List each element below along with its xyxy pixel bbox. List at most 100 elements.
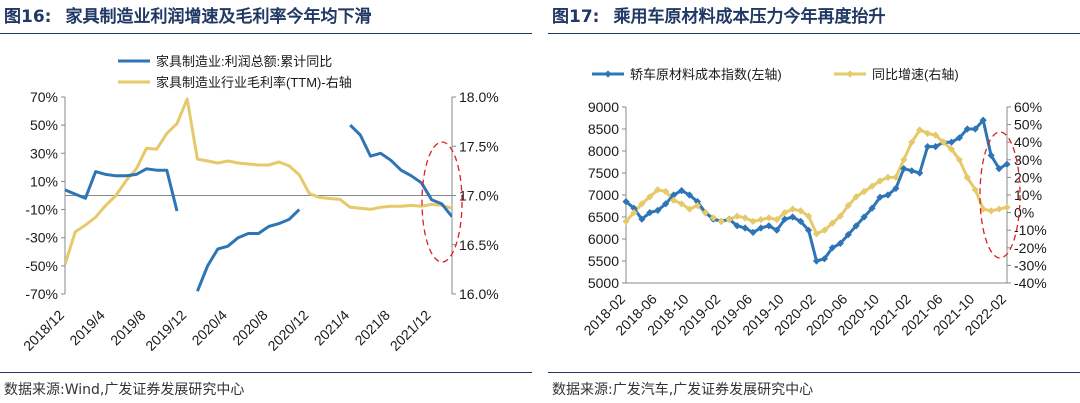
series-1-point <box>773 226 781 234</box>
y-right-tick-label: 16.5% <box>459 237 499 253</box>
series-2-point <box>820 226 829 234</box>
y-right-tick-label: 50% <box>1014 117 1042 133</box>
series-line-left-2 <box>65 97 452 265</box>
y-right-tick-label: 18.0% <box>459 89 499 105</box>
series-2-point <box>717 217 725 225</box>
legend-label-2: 家具制造业行业毛利率(TTM)-右轴 <box>156 75 352 90</box>
legend-label-1: 轿车原材料成本指数(左轴) <box>630 67 782 82</box>
series-1-point <box>630 204 638 212</box>
series-2-point <box>781 209 789 217</box>
series-2-point <box>654 186 662 194</box>
series-2-point <box>931 131 940 139</box>
series-2-point <box>662 187 670 196</box>
highlight-ellipse <box>421 141 463 263</box>
series-2-point <box>630 209 638 217</box>
series-1-point <box>646 209 654 217</box>
y-left-tick-label: 70% <box>30 89 58 105</box>
series-2-point <box>797 207 805 215</box>
y-left-tick-label: -70% <box>25 286 58 302</box>
series-2-point <box>900 156 908 164</box>
series-1-point <box>900 165 908 173</box>
legend-marker-2 <box>846 70 854 78</box>
series-1-point <box>741 224 749 232</box>
series-2-point <box>709 214 717 222</box>
series-2-point <box>757 216 765 224</box>
series-1-point <box>685 191 694 199</box>
series-2-point <box>733 212 741 220</box>
x-tick-label: 2018/12 <box>20 307 67 354</box>
series-2-point <box>812 230 821 238</box>
series-1-point <box>852 222 860 230</box>
highlight-ellipse <box>979 131 1021 259</box>
y-left-tick-label: 7000 <box>588 187 619 203</box>
series-2-point <box>804 212 813 220</box>
series-2-point <box>1003 203 1011 211</box>
y-left-tick-label: 5000 <box>588 275 619 291</box>
series-1-point <box>955 134 963 142</box>
series-1-point <box>812 257 821 265</box>
left-bottom-rule <box>0 372 532 373</box>
series-1-point <box>677 187 686 195</box>
series-2-point <box>844 201 852 210</box>
y-left-tick-label: -30% <box>25 230 58 246</box>
legend-label-1: 家具制造业:利润总额:累计同比 <box>156 54 332 69</box>
left-panel: 图16: 家具制造业利润增速及毛利率今年均下滑 70% 50% 30% 10% -10% -… <box>0 0 532 403</box>
series-2-point <box>868 182 876 190</box>
series-1-point <box>670 191 678 199</box>
series-1-point <box>916 169 924 177</box>
right-figure-number: 图17: <box>552 7 600 27</box>
left-chart-title: 图16: 家具制造业利润增速及毛利率今年均下滑 <box>4 2 371 27</box>
series-2-point <box>677 200 686 208</box>
y-right-tick-label: -40% <box>1014 275 1047 291</box>
series-1-point <box>828 244 836 252</box>
series-2-point <box>828 219 836 227</box>
y-left-tick-label: 5500 <box>588 253 619 269</box>
series-2-point <box>908 138 916 146</box>
series-1-point <box>749 228 757 236</box>
series-2-point <box>765 214 773 222</box>
y-left-tick-label: -10% <box>25 202 58 218</box>
y-right-tick-label: 20% <box>1014 169 1042 185</box>
series-1-point <box>892 184 900 192</box>
y-left-tick-label: 8000 <box>588 143 619 159</box>
series-2-point <box>876 177 884 185</box>
series-2-point <box>670 196 678 204</box>
y-left-tick-label: 8500 <box>588 121 619 137</box>
left-figure-number: 图16: <box>4 7 52 27</box>
series-1-point <box>820 255 829 263</box>
series-2-point <box>947 145 956 153</box>
right-panel: 图17: 乘用车原材料成本压力今年再度抬升 9000 8500 8000 7500 700… <box>548 0 1080 403</box>
series-1-point <box>868 204 876 212</box>
x-tick-label: 2020/4 <box>188 307 230 349</box>
x-tick-label: 2021/12 <box>387 307 434 354</box>
series-1-point <box>860 213 868 221</box>
x-tick-label: 2020/12 <box>264 307 311 354</box>
series-1-point <box>662 200 670 208</box>
series-2-point <box>939 138 948 146</box>
left-title-rule <box>0 33 532 34</box>
y-left-tick-label: 10% <box>30 173 58 189</box>
series-1-point <box>931 143 940 151</box>
left-chart: 70% 50% 30% 10% -10% -30% -50% -70% 18.0% 17.5% 17… <box>20 54 499 354</box>
series-2-point <box>638 200 646 208</box>
series-2-point <box>773 216 781 224</box>
series-1-point <box>622 198 630 206</box>
left-source: 数据来源:Wind,广发证券发展研究中心 <box>4 382 245 398</box>
y-left-tick-label: 50% <box>30 117 58 133</box>
series-1-point <box>908 167 916 175</box>
y-right-tick-label: 0% <box>1014 205 1034 221</box>
series-1-point <box>789 213 797 221</box>
y-right-tick-label: 16.0% <box>459 286 499 302</box>
series-1-point <box>654 206 662 214</box>
series-1-point <box>804 226 813 234</box>
series-1-point <box>987 151 995 159</box>
series-2-point <box>749 217 757 225</box>
series-2-point <box>916 126 924 134</box>
series-2-point <box>971 186 979 194</box>
y-right-tick-label: 40% <box>1014 134 1042 150</box>
x-tick-label: 2021/4 <box>311 307 353 349</box>
series-2-point <box>963 173 971 181</box>
y-right-tick-label: 30% <box>1014 152 1042 168</box>
right-title-rule <box>548 33 1080 34</box>
right-title-text: 乘用车原材料成本压力今年再度抬升 <box>613 7 886 27</box>
